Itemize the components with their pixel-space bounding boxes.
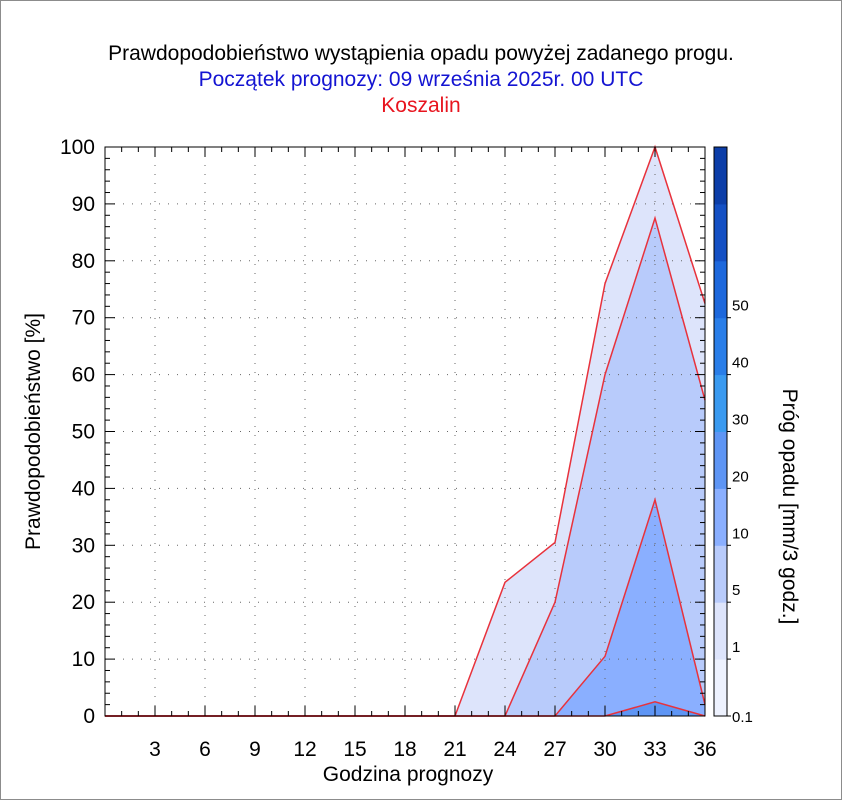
- area-threshold-5: [105, 499, 705, 716]
- colorbar-label: 30: [732, 412, 749, 429]
- y-tick-label: 70: [72, 307, 95, 330]
- colorbar-label: 0.1: [732, 709, 753, 726]
- y-tick-label: 40: [72, 477, 95, 500]
- y-tick-label: 90: [72, 193, 95, 216]
- chart-location: Koszalin: [381, 94, 461, 117]
- colorbar-segment: [714, 203, 727, 262]
- x-tick-label: 24: [493, 738, 517, 761]
- x-tick-label: 3: [149, 738, 161, 761]
- x-tick-label: 27: [543, 738, 566, 761]
- chart-title: Prawdopodobieństwo wystąpienia opadu pow…: [108, 42, 734, 65]
- y-tick-label: 60: [72, 364, 95, 387]
- colorbar-segment: [714, 488, 727, 546]
- y-tick-label: 20: [72, 591, 95, 614]
- colorbar-label: 5: [732, 582, 740, 599]
- y-tick-label: 80: [72, 250, 95, 273]
- y-tick-labels: 0 10 20 30 40 50 60 70 80 90 100: [60, 136, 95, 728]
- x-tick-labels: 3 6 9 12 15 18 21 24 27 30 33 36: [149, 738, 717, 761]
- x-tick-label: 6: [199, 738, 211, 761]
- x-tick-label: 30: [593, 738, 616, 761]
- x-tick-label: 9: [249, 738, 261, 761]
- y-tick-label: 30: [72, 534, 95, 557]
- colorbar-segment: [714, 260, 727, 319]
- colorbar-segment: [714, 317, 727, 376]
- colorbar-segment: [714, 147, 727, 205]
- colorbar-label: 40: [732, 355, 749, 372]
- colorbar-segment: [714, 374, 727, 432]
- x-tick-label: 18: [393, 738, 416, 761]
- minor-ticks: [104, 146, 706, 717]
- x-tick-label: 36: [693, 738, 716, 761]
- grid-lines: [105, 147, 705, 716]
- colorbar-segment: [714, 659, 727, 717]
- x-axis-title: Godzina prognozy: [323, 763, 494, 786]
- colorbar-label: 50: [732, 298, 749, 315]
- y-tick-label: 100: [60, 136, 95, 159]
- y-tick-label: 50: [72, 421, 95, 444]
- colorbar-title: Próg opadu [mm/3 godz.]: [778, 389, 801, 625]
- colorbar-label: 20: [732, 468, 749, 485]
- x-tick-label: 33: [643, 738, 666, 761]
- colorbar-segment: [714, 602, 727, 660]
- colorbar-label: 1: [732, 639, 740, 656]
- colorbar-label: 10: [732, 525, 749, 542]
- area-threshold-10: [105, 701, 705, 716]
- colorbar-segment: [714, 431, 727, 489]
- y-axis-title: Prawdopodobieństwo [%]: [22, 313, 45, 550]
- x-tick-label: 15: [343, 738, 366, 761]
- colorbar-segment: [714, 545, 727, 603]
- x-tick-label: 12: [293, 738, 316, 761]
- area-threshold-0-1: [105, 147, 705, 716]
- colorbar: 0.1 1 5 10 20 30 40 50: [713, 146, 753, 726]
- x-tick-label: 21: [443, 738, 466, 761]
- y-tick-label: 0: [83, 705, 95, 728]
- y-tick-label: 10: [72, 648, 95, 671]
- chart-subtitle: Początek prognozy: 09 września 2025r. 00…: [198, 68, 644, 91]
